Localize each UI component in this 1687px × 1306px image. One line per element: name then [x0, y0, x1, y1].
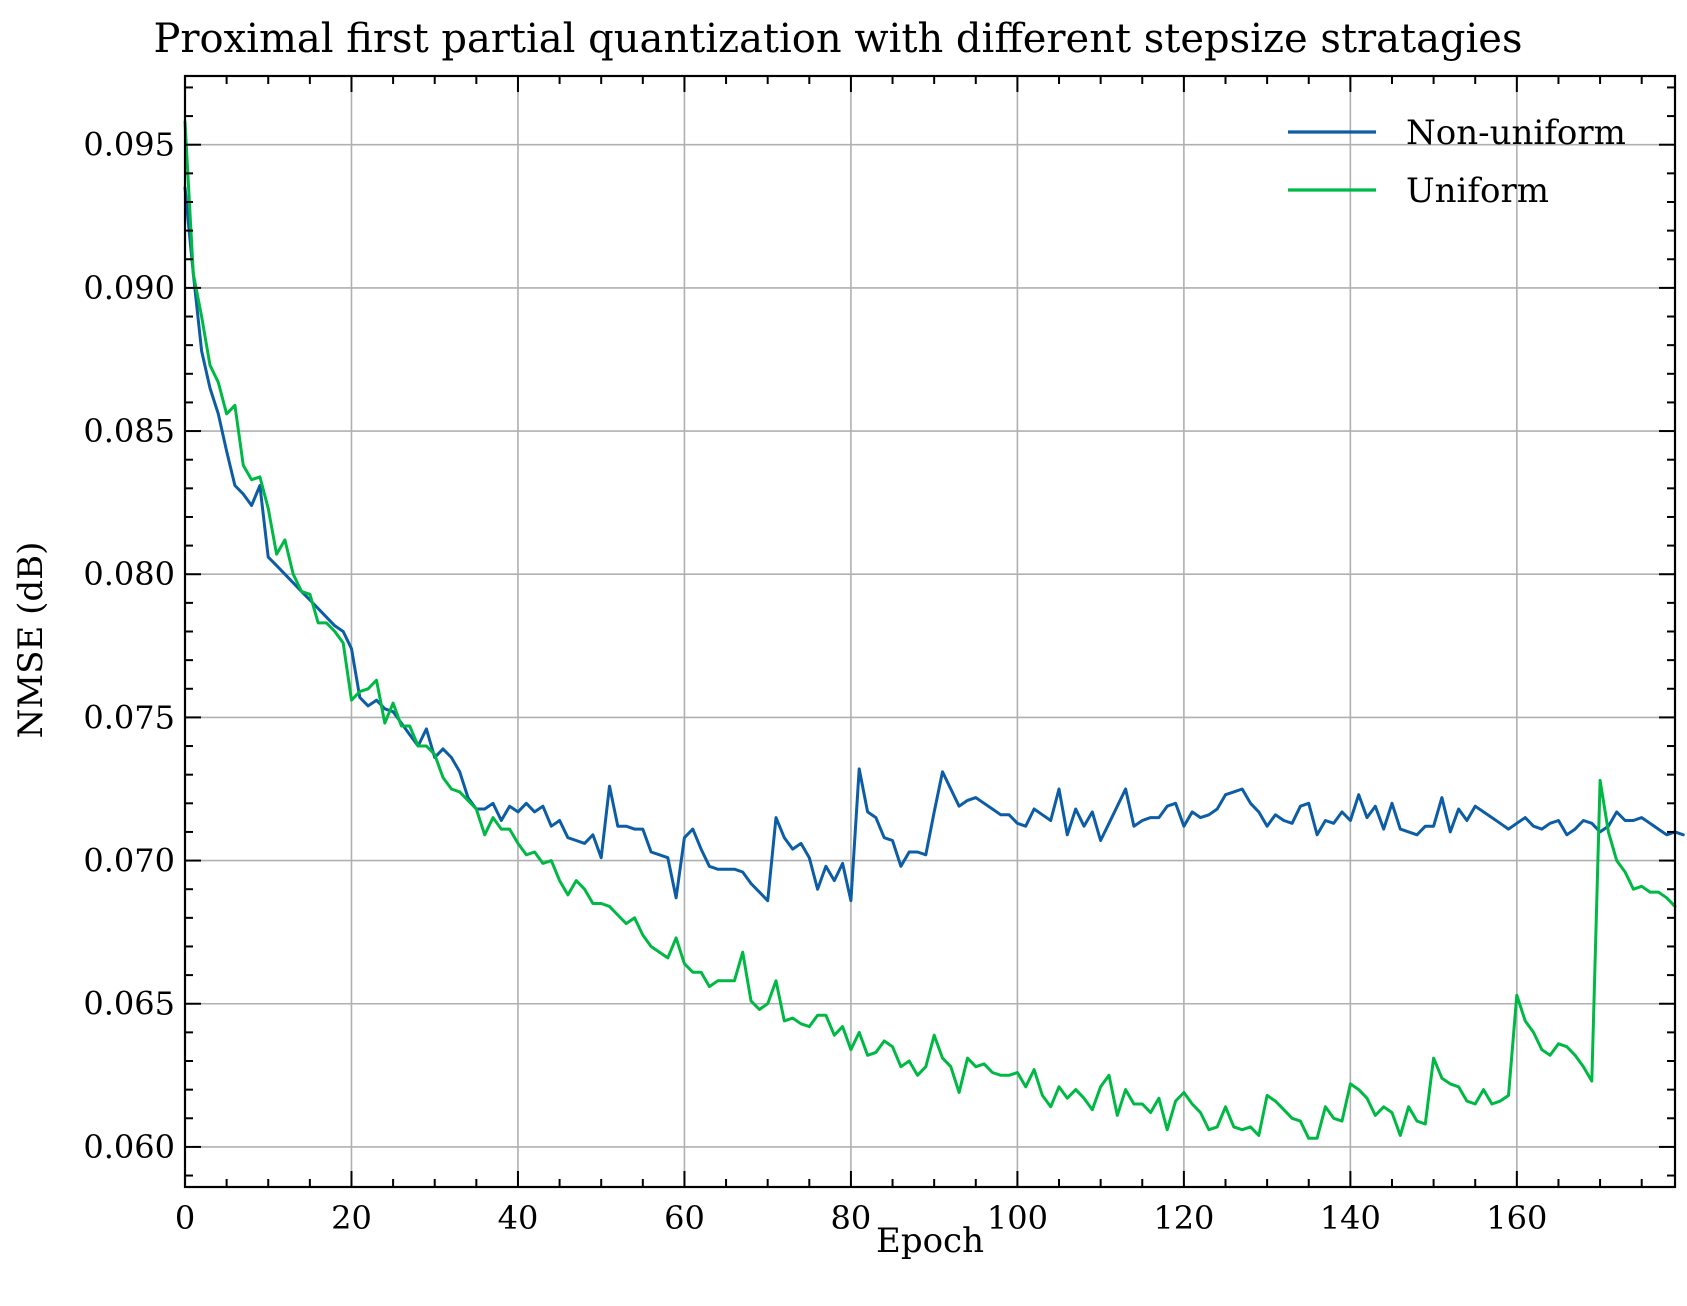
x-axis-label: Epoch [876, 1221, 984, 1261]
legend: Non-uniform Uniform [1288, 113, 1626, 211]
legend-label: Non-uniform [1406, 113, 1626, 153]
chart-title: Proximal first partial quantization with… [153, 16, 1522, 62]
y-tick-label: 0.065 [83, 985, 175, 1023]
x-tick-label: 40 [498, 1199, 539, 1237]
grid [184, 76, 1675, 1187]
y-tick-label: 0.075 [83, 698, 175, 736]
y-tick-label: 0.080 [83, 555, 175, 593]
ticks [184, 76, 1675, 1187]
x-tick-label: 20 [331, 1199, 372, 1237]
y-tick-label: 0.095 [83, 126, 175, 164]
x-tick-label: 60 [664, 1199, 705, 1237]
x-tick-label: 0 [175, 1199, 195, 1237]
y-axis-label: NMSE (dB) [11, 542, 51, 739]
series-layer [183, 120, 1685, 1140]
x-tick-label: 140 [1320, 1199, 1381, 1237]
x-tick-label: 100 [987, 1199, 1048, 1237]
y-tick-label: 0.070 [83, 842, 175, 880]
y-tick-label: 0.090 [83, 269, 175, 307]
legend-label: Uniform [1406, 171, 1549, 211]
tick-labels: 0 20 40 60 80 100 120 140 160 0.060 0.065 0.070 0.07… [83, 126, 1547, 1237]
y-tick-label: 0.060 [83, 1128, 175, 1166]
plot-frame [183, 74, 1677, 1189]
x-tick-label: 80 [831, 1199, 872, 1237]
series-line-uniform [183, 120, 1677, 1140]
x-tick-label: 160 [1486, 1199, 1547, 1237]
x-tick-label: 120 [1153, 1199, 1214, 1237]
y-tick-label: 0.085 [83, 412, 175, 450]
series-line-non-uniform [183, 186, 1685, 903]
